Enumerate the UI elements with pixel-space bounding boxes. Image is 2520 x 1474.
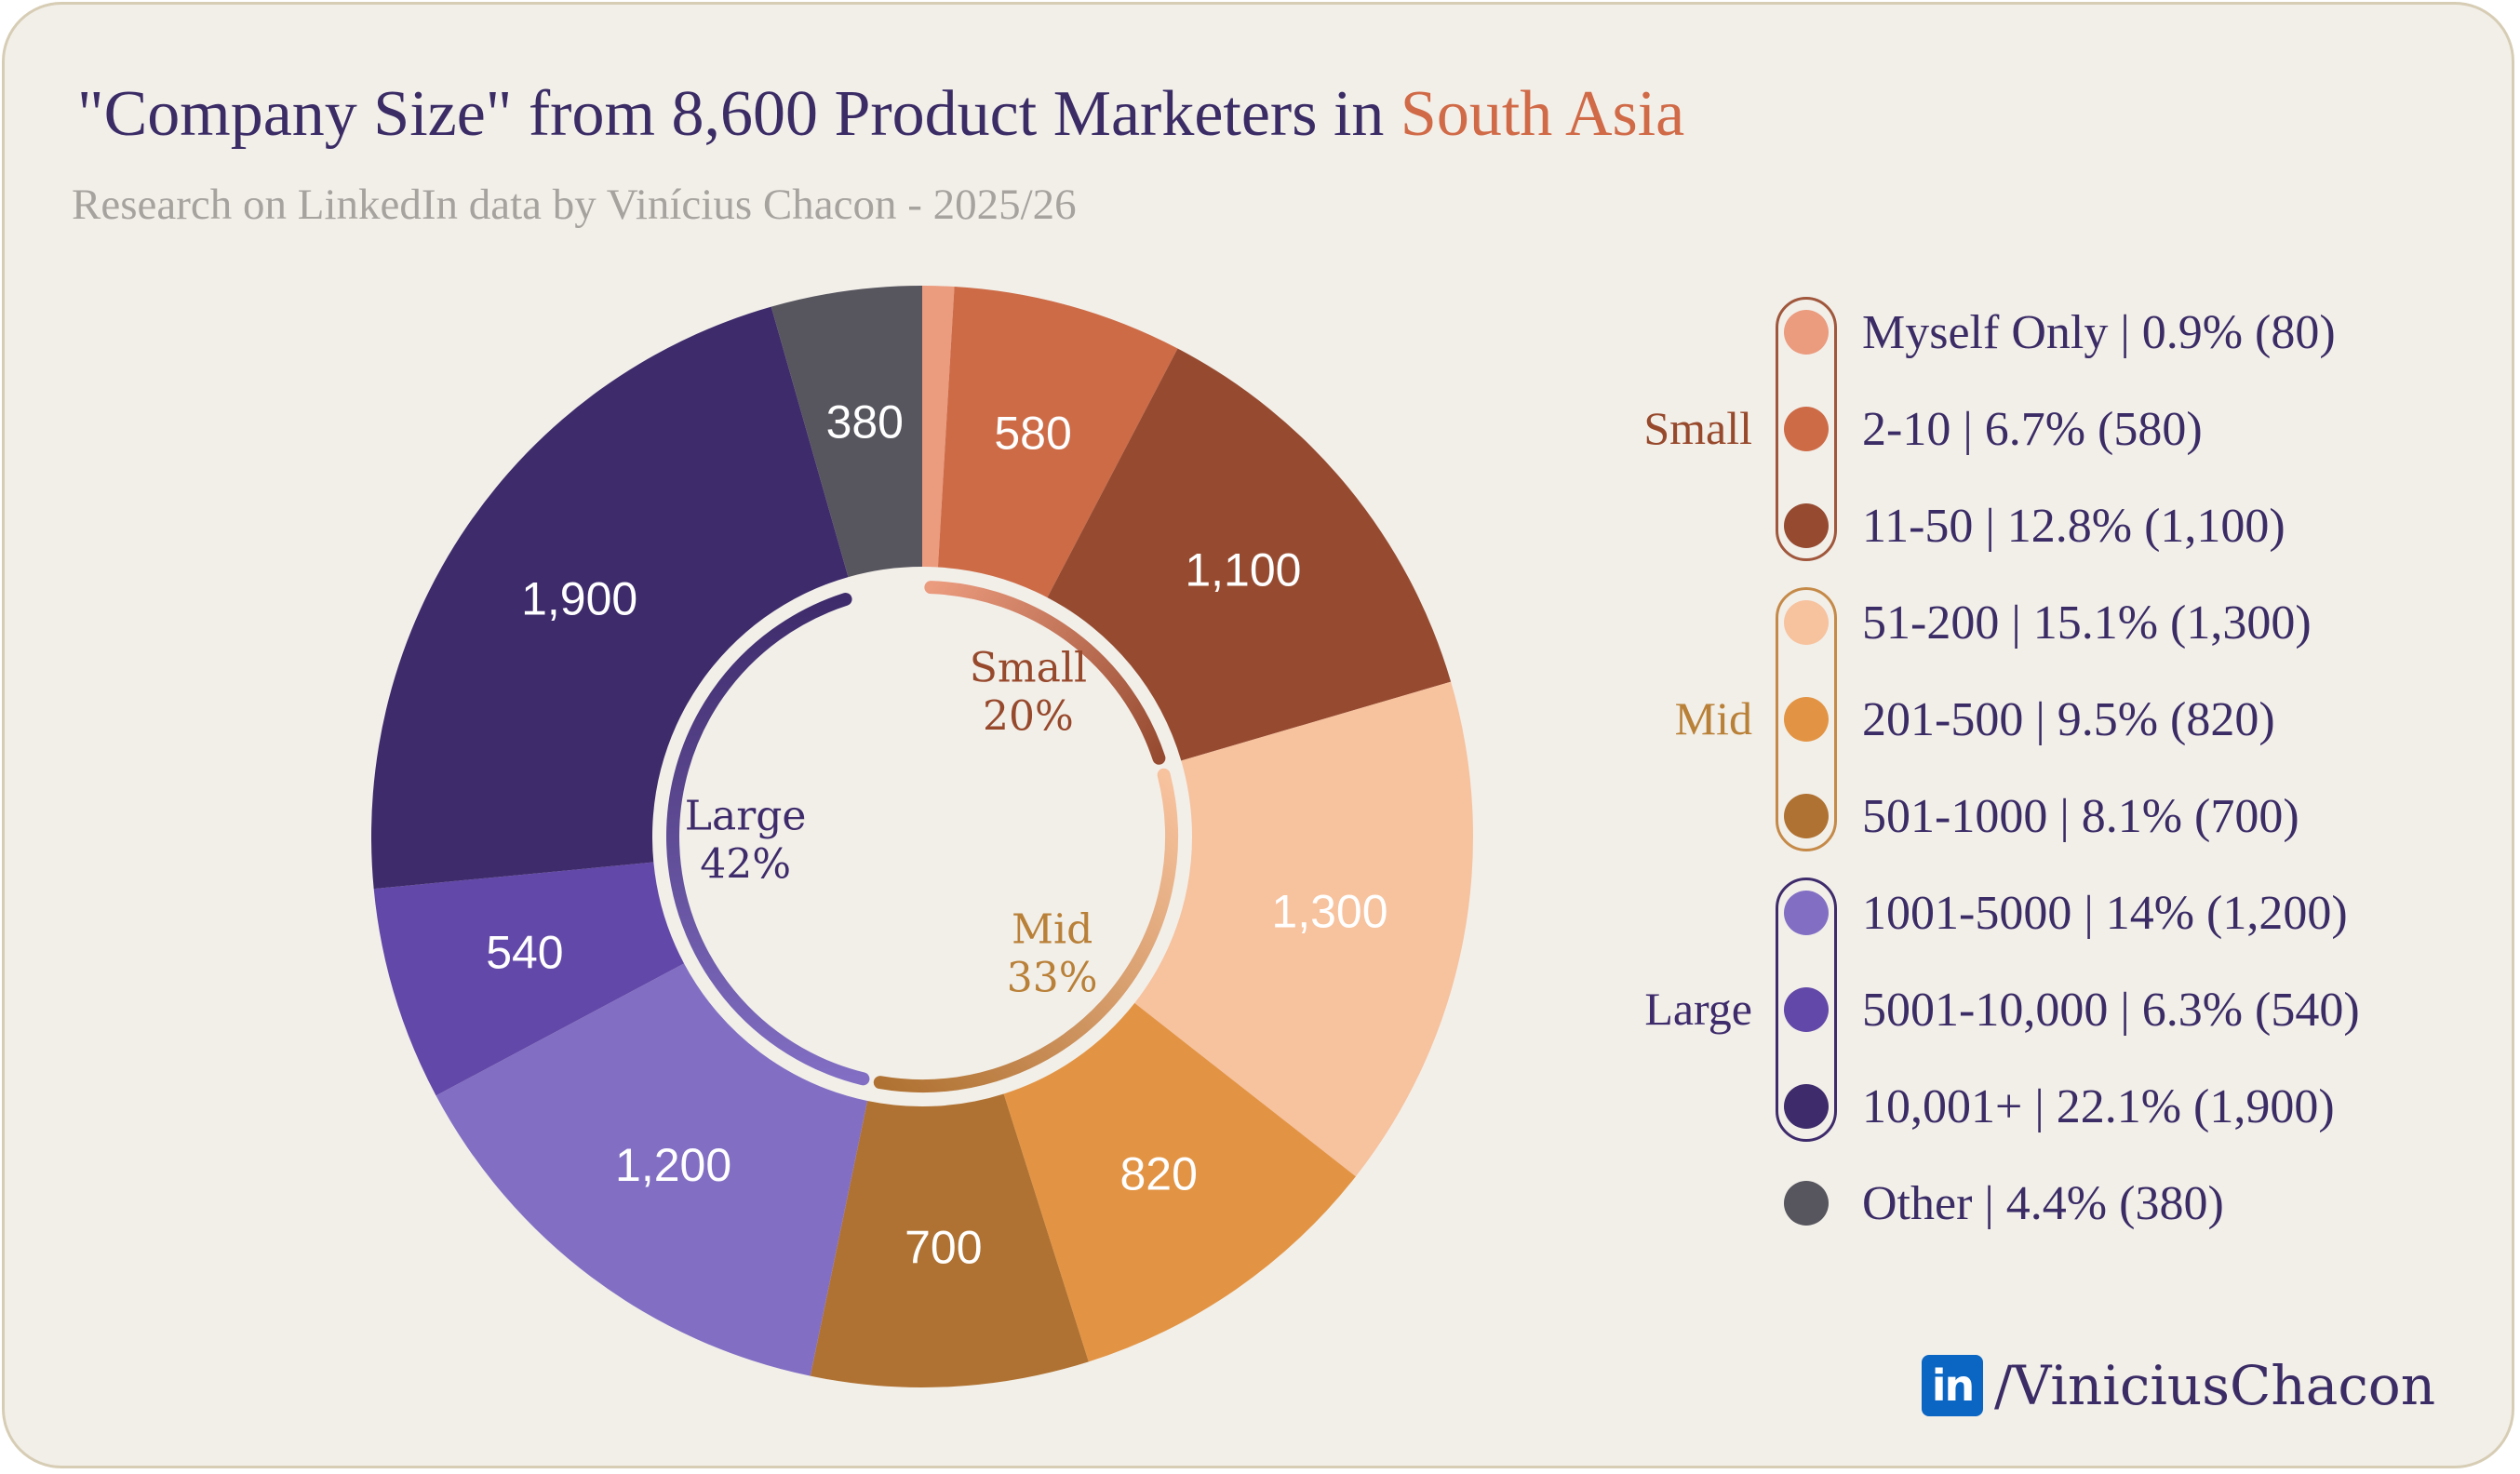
legend-label: 10,001+ | 22.1% (1,900) [1862,1079,2335,1133]
legend-label: 2-10 | 6.7% (580) [1862,402,2203,456]
legend-item-other: Other | 4.4% (380) [1784,1175,2224,1231]
chart-subtitle: Research on LinkedIn data by Vinícius Ch… [72,181,1077,229]
slice-label-501-1000: 700 [905,1222,982,1274]
legend-group-label-large: Large [1644,983,1752,1035]
legend-group-bracket-small [1776,297,1837,561]
center-percent-mid: 33% [1007,954,1098,1001]
legend-swatch [1784,987,1829,1032]
legend-item-11-50: 11-50 | 12.8% (1,100) [1784,498,2285,554]
legend-group-label-small: Small [1643,402,1752,454]
legend-label: 5001-10,000 | 6.3% (540) [1862,983,2360,1037]
legend-item-501-1000: 501-1000 | 8.1% (700) [1784,788,2299,844]
center-label-small: Small [970,644,1087,691]
linkedin-handle: /ViniciusChacon [1994,1354,2436,1417]
legend-item-51-200: 51-200 | 15.1% (1,300) [1784,595,2312,650]
legend-swatch [1784,1181,1829,1226]
legend-item-2-10: 2-10 | 6.7% (580) [1784,401,2203,457]
legend-group-label-mid: Mid [1674,692,1752,744]
slice-label-11-50: 1,100 [1185,543,1301,596]
slice-10-001 [371,306,849,890]
legend-group-bracket-mid [1776,587,1837,851]
chart-title: "Company Size" from 8,600 Product Market… [77,77,1684,152]
group-arc-large [666,592,870,1086]
slice-label-5001-10-000: 540 [486,927,563,979]
slice-51-200 [1134,681,1473,1177]
slice-label-10-001: 1,900 [521,573,637,625]
legend-label: 501-1000 | 8.1% (700) [1862,789,2299,843]
slice-label-201-500: 820 [1119,1148,1197,1200]
legend-item-5001-10-000: 5001-10,000 | 6.3% (540) [1784,982,2360,1038]
footer-credit: in /ViniciusChacon [1922,1354,2435,1417]
center-percent-small: 20% [983,692,1074,740]
legend-item-10-001: 10,001+ | 22.1% (1,900) [1784,1079,2335,1134]
slice-501-1000 [810,1093,1089,1387]
donut-chart: 580 1,100 1,300 820 700 1,200 540 1,900 380 Smal… [371,286,1473,1387]
legend-label: Myself Only | 0.9% (80) [1862,305,2336,359]
slice-1001-5000 [436,963,868,1376]
group-arc-small [924,581,1166,765]
slice-label-51-200: 1,300 [1271,885,1387,937]
legend-swatch [1784,697,1829,742]
legend-label: 11-50 | 12.8% (1,100) [1862,499,2285,553]
linkedin-icon: in [1922,1355,1983,1416]
legend-item-myself-only: Myself Only | 0.9% (80) [1784,304,2336,360]
legend-item-201-500: 201-500 | 9.5% (820) [1784,691,2275,747]
center-label-large: Large [685,792,807,839]
legend-label: 51-200 | 15.1% (1,300) [1862,596,2312,650]
legend-label: Other | 4.4% (380) [1862,1176,2224,1230]
center-label-mid: Mid [1012,905,1092,953]
legend-label: 1001-5000 | 14% (1,200) [1862,886,2348,940]
group-arc-mid [873,768,1178,1092]
legend-label: 201-500 | 9.5% (820) [1862,692,2275,746]
center-percent-large: 42% [700,840,791,888]
title-text: "Company Size" from 8,600 Product Market… [77,78,1401,150]
title-highlight: South Asia [1400,78,1685,150]
slice-other [771,286,922,578]
slice-201-500 [1003,1002,1356,1362]
slice-myself-only [922,286,955,568]
slice-label-other: 380 [826,395,904,448]
legend-group-bracket-large [1776,878,1837,1142]
slice-11-50 [1047,348,1452,761]
legend-swatch [1784,407,1829,451]
slice-5001-10-000 [373,862,685,1096]
slice-2-10 [937,287,1178,598]
legend-item-1001-5000: 1001-5000 | 14% (1,200) [1784,885,2348,941]
slice-label-2-10: 580 [994,407,1071,459]
slice-label-1001-5000: 1,200 [615,1139,731,1191]
